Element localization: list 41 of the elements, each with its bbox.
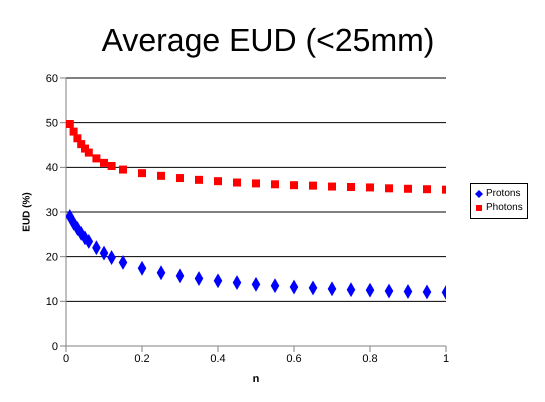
- y-tick-label: 50: [46, 118, 58, 130]
- point: [347, 182, 355, 191]
- y-axis-title: EUD (%): [22, 192, 33, 232]
- point: [309, 182, 317, 190]
- point: [92, 154, 100, 162]
- point: [138, 169, 146, 178]
- point: [176, 174, 184, 182]
- point: [84, 148, 93, 157]
- chart-title: Average EUD (<25mm): [100, 22, 436, 59]
- point: [70, 128, 78, 136]
- point: [290, 181, 298, 190]
- point: [385, 184, 393, 192]
- point: [157, 172, 165, 180]
- y-tick-label: 10: [46, 296, 58, 308]
- point: [233, 178, 241, 187]
- point: [100, 158, 108, 167]
- x-tick-label: 0.2: [134, 352, 150, 365]
- point: [195, 176, 203, 184]
- point: [252, 179, 260, 188]
- y-tick-label: 40: [46, 162, 58, 174]
- point: [366, 183, 374, 192]
- point: [119, 166, 127, 174]
- point: [66, 120, 74, 128]
- point: [214, 177, 222, 186]
- y-tick-label: 0: [52, 340, 58, 353]
- x-tick-label: 0: [62, 352, 70, 365]
- legend-label: Photons: [485, 201, 523, 215]
- x-tick-label: 0.6: [286, 352, 302, 365]
- x-tick-label: 1: [442, 352, 450, 365]
- x-axis-title: n: [252, 373, 260, 385]
- point: [271, 180, 279, 188]
- y-tick-label: 20: [46, 252, 58, 264]
- y-tick-label: 60: [46, 72, 58, 85]
- y-tick-label: 30: [46, 206, 58, 219]
- point: [108, 162, 116, 170]
- point: [328, 182, 336, 191]
- x-tick-label: 0.8: [362, 352, 378, 365]
- point: [404, 184, 412, 193]
- x-tick-label: 0.4: [210, 352, 226, 365]
- legend-label: Protons: [485, 187, 522, 201]
- point: [423, 185, 431, 194]
